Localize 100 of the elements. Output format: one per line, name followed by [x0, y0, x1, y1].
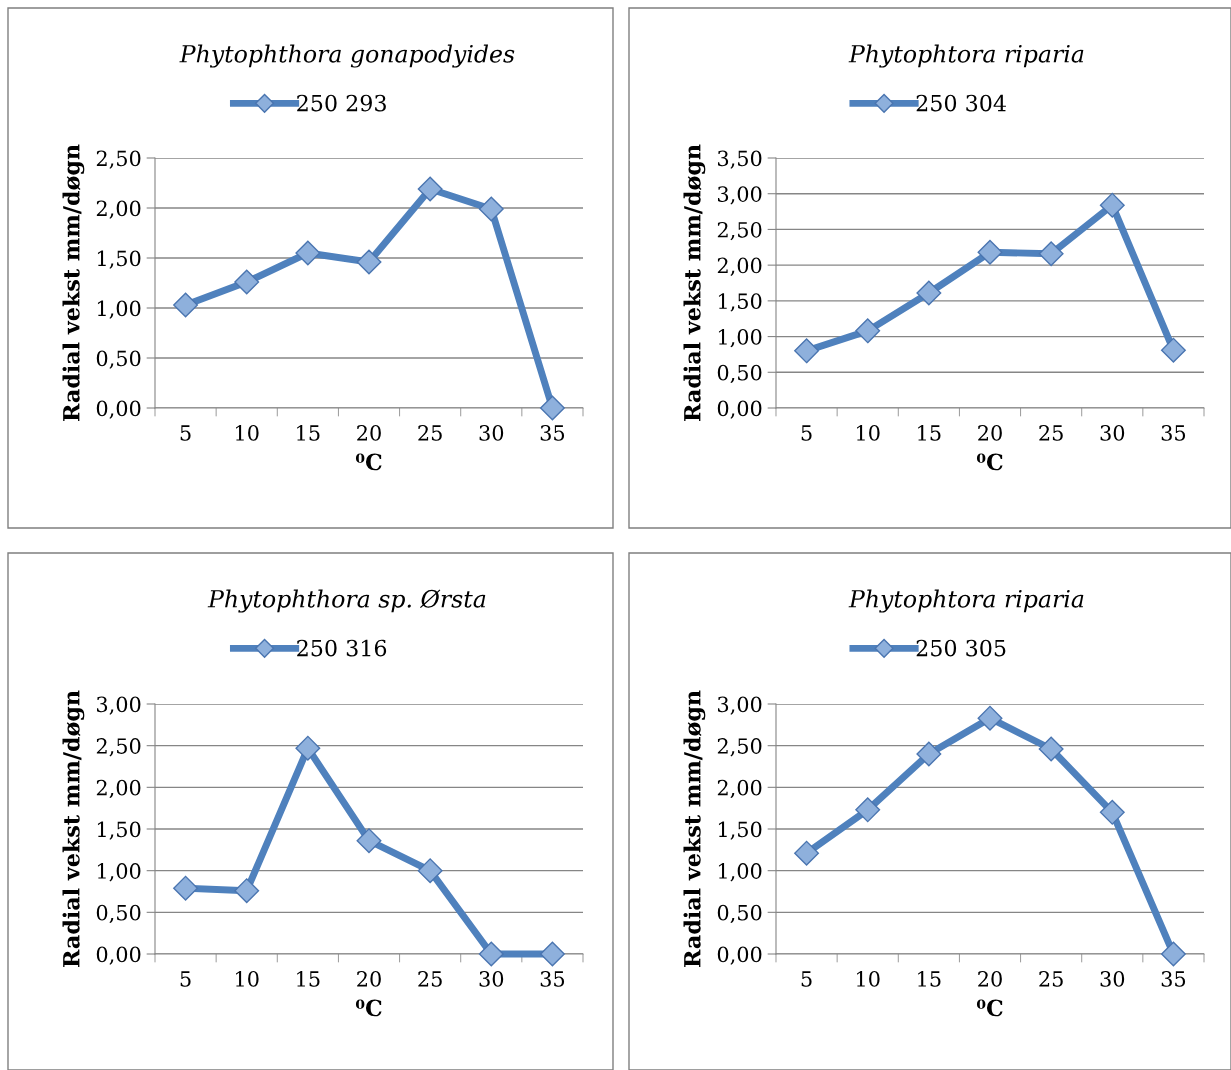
- x-tick-label: 35: [1161, 425, 1186, 441]
- y-tick-label: 1,50: [718, 821, 762, 840]
- point: [417, 176, 443, 202]
- x-tick-label: 25: [418, 425, 442, 441]
- point: [234, 269, 260, 295]
- point: [977, 705, 1003, 731]
- point: [478, 196, 504, 222]
- chart-title: Phytophthora gonapodyides: [179, 44, 515, 68]
- x-tick-label: 10: [857, 971, 880, 987]
- point: [539, 941, 565, 967]
- y-axis-title: Radial vekst mm/døgn: [62, 690, 85, 967]
- point: [1160, 941, 1186, 967]
- x-axis-title: ⁰C: [355, 453, 382, 471]
- y-tick-label: 2,00: [96, 200, 141, 219]
- point: [916, 280, 942, 306]
- x-tick-label: 20: [978, 971, 1002, 987]
- point: [1160, 337, 1186, 363]
- y-tick-label: 1,50: [718, 293, 762, 312]
- x-tick-label: 15: [297, 971, 320, 987]
- point: [855, 318, 881, 344]
- point: [478, 941, 504, 967]
- x-axis-title: ⁰C: [355, 999, 382, 1017]
- y-tick-label: 2,50: [96, 738, 141, 757]
- point: [1038, 736, 1064, 762]
- x-tick-label: 5: [801, 971, 812, 987]
- y-tick-label: 3,00: [718, 696, 762, 715]
- y-tick-label: 0,00: [96, 400, 141, 419]
- point: [916, 741, 942, 767]
- y-tick-label: 1,00: [97, 300, 141, 319]
- x-axis-title: ⁰C: [976, 453, 1003, 471]
- point: [295, 735, 321, 761]
- y-tick-label: 0,00: [96, 946, 141, 965]
- x-tick-label: 10: [236, 425, 259, 441]
- x-tick-label: 10: [857, 425, 880, 441]
- legend-label: 250 305: [916, 639, 1006, 657]
- y-tick-label: 2,00: [96, 779, 141, 799]
- y-tick-label: 1,50: [97, 821, 141, 840]
- x-tick-label: 35: [540, 971, 565, 987]
- point: [1038, 241, 1064, 267]
- x-tick-label: 5: [180, 425, 191, 441]
- y-tick-label: 3,00: [718, 186, 762, 205]
- point: [855, 797, 881, 823]
- y-tick-label: 0,50: [717, 364, 762, 384]
- x-tick-label: 30: [1100, 425, 1125, 441]
- y-tick-label: 0,50: [96, 904, 141, 924]
- x-tick-label: 25: [1039, 425, 1063, 441]
- x-tick-label: 15: [918, 425, 941, 441]
- point: [295, 240, 321, 266]
- y-tick-label: 1,00: [718, 329, 762, 348]
- y-tick-label: 0,00: [717, 946, 762, 965]
- point: [417, 858, 443, 884]
- y-axis-title: Radial vekst mm/døgn: [62, 144, 85, 421]
- point: [356, 828, 382, 854]
- y-tick-label: 1,50: [97, 250, 141, 269]
- y-tick-label: 0,50: [717, 904, 762, 924]
- point: [1099, 799, 1125, 825]
- point: [794, 338, 820, 364]
- legend-label: 250 316: [297, 639, 387, 657]
- y-axis-title: Radial vekst mm/døgn: [683, 144, 706, 421]
- legend-label: 250 304: [916, 94, 1006, 112]
- legend-label: 250 293: [297, 94, 386, 112]
- point: [234, 878, 260, 904]
- x-tick-label: 30: [479, 425, 504, 441]
- y-tick-label: 2,50: [96, 150, 141, 169]
- point: [173, 292, 199, 318]
- chart-title: Phytophthora sp. Ørsta: [207, 589, 486, 613]
- y-axis-title: Radial vekst mm/døgn: [683, 690, 706, 967]
- x-tick-label: 15: [918, 971, 941, 987]
- y-tick-label: 0,50: [96, 350, 141, 369]
- x-tick-label: 25: [418, 971, 442, 987]
- x-tick-label: 5: [801, 425, 812, 441]
- point: [539, 395, 565, 421]
- point: [794, 840, 820, 866]
- y-tick-label: 2,50: [717, 738, 762, 757]
- chart-title: Phytophtora riparia: [848, 44, 1084, 68]
- x-tick-label: 15: [297, 425, 320, 441]
- x-tick-label: 35: [1161, 971, 1186, 987]
- x-tick-label: 30: [479, 971, 504, 987]
- x-tick-label: 20: [978, 425, 1002, 441]
- y-tick-label: 1,00: [97, 863, 141, 882]
- point: [1099, 192, 1125, 218]
- x-tick-label: 30: [1100, 971, 1125, 987]
- y-tick-label: 2,00: [717, 779, 762, 799]
- point: [173, 875, 199, 901]
- y-tick-label: 2,50: [717, 221, 762, 241]
- x-tick-label: 10: [236, 971, 259, 987]
- y-tick-label: 0,00: [717, 400, 762, 419]
- point: [977, 239, 1003, 265]
- x-tick-label: 20: [357, 971, 381, 987]
- x-tick-label: 25: [1039, 971, 1063, 987]
- x-tick-label: 35: [540, 425, 565, 441]
- point: [356, 249, 382, 275]
- chart-title: Phytophtora riparia: [848, 589, 1084, 613]
- y-tick-label: 3,00: [97, 696, 141, 715]
- x-tick-label: 5: [180, 971, 191, 987]
- x-axis-title: ⁰C: [976, 999, 1003, 1017]
- y-tick-label: 3,50: [718, 150, 762, 169]
- y-tick-label: 1,00: [718, 863, 762, 882]
- y-tick-label: 2,00: [717, 257, 762, 276]
- x-tick-label: 20: [357, 425, 381, 441]
